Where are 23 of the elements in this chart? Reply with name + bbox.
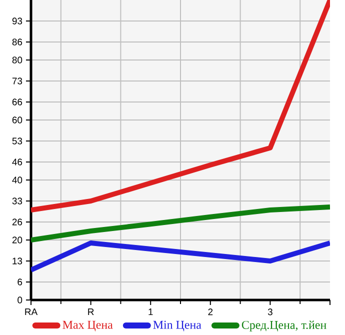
x-tick-label: R (88, 308, 94, 316)
y-tick-label: 6 (18, 278, 22, 286)
y-tick-label: 60 (12, 116, 22, 124)
y-tick-label: 86 (12, 38, 22, 46)
y-tick-label: 46 (12, 158, 22, 166)
y-tick-label: 93 (12, 18, 22, 24)
legend-label: Max Цена (62, 320, 113, 332)
y-tick-label: 80 (12, 56, 22, 64)
y-tick-label: 0 (18, 296, 22, 304)
y-tick-label: 33 (12, 198, 22, 204)
x-tick-label: 2 (208, 308, 213, 316)
y-tick-label: 13 (12, 258, 22, 264)
y-tick-label: 40 (12, 176, 22, 184)
y-tick-label: 53 (12, 138, 22, 144)
y-tick-label: 20 (12, 236, 22, 244)
x-tick-label: RA (25, 308, 38, 316)
legend-label: Сред.Цена, т.йен (242, 320, 326, 332)
y-tick-label: 26 (12, 218, 22, 226)
x-tick-label: 3 (268, 308, 272, 316)
y-tick-label: 73 (12, 78, 22, 84)
y-tick-label: 66 (12, 98, 22, 106)
x-tick-label: 1 (148, 308, 153, 316)
legend-label: Min Цена (153, 320, 202, 332)
